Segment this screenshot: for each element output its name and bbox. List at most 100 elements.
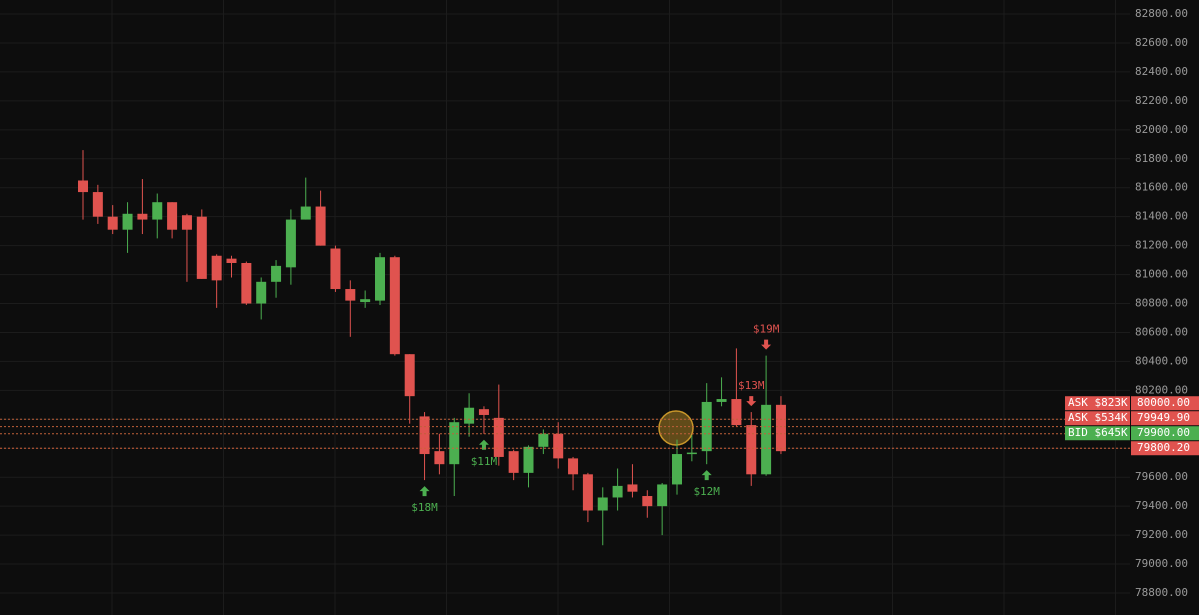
y-tick-label: 80600.00	[1135, 325, 1188, 338]
y-tick-label: 81400.00	[1135, 210, 1188, 223]
order-tag-text: ASK $534K	[1068, 411, 1128, 424]
candle-body	[597, 497, 608, 511]
y-tick-label: 82400.00	[1135, 65, 1188, 78]
buy-arrow	[701, 470, 712, 481]
candle-body	[582, 474, 593, 511]
buy-arrow	[419, 486, 430, 497]
candle-body	[464, 407, 475, 424]
sell-arrow	[761, 339, 772, 350]
candle-body	[389, 257, 400, 355]
candle-body	[568, 458, 579, 475]
y-tick-label: 78800.00	[1135, 586, 1188, 599]
price-tag	[1131, 396, 1199, 411]
candle-body	[92, 192, 103, 217]
candle-body	[241, 262, 252, 304]
candle-body	[181, 215, 192, 230]
candle-body	[508, 451, 519, 473]
order-side: ASK	[1068, 411, 1088, 424]
candle-body	[538, 433, 549, 447]
last-price-tag	[1131, 441, 1199, 456]
marker-label: $18M	[411, 501, 438, 514]
order-size: $645K	[1095, 426, 1128, 439]
last-price-text: 79800.20	[1137, 441, 1190, 454]
y-tick-label: 82600.00	[1135, 36, 1188, 49]
y-tick-label: 81200.00	[1135, 239, 1188, 252]
y-tick-label: 79200.00	[1135, 528, 1188, 541]
candle-body	[434, 451, 445, 465]
price-tag-text: 79900.00	[1137, 426, 1190, 439]
candle-body	[226, 258, 237, 263]
y-tick-label: 81800.00	[1135, 152, 1188, 165]
candle-body	[256, 281, 267, 304]
candle-body	[152, 202, 163, 220]
order-side: BID	[1068, 426, 1088, 439]
candle-body	[657, 484, 668, 507]
y-tick-label: 79400.00	[1135, 499, 1188, 512]
candle-body	[701, 401, 712, 452]
order-size: $823K	[1095, 396, 1128, 409]
candle-body	[672, 454, 682, 485]
sell-arrow	[746, 396, 757, 407]
price-tag	[1131, 426, 1199, 441]
marker-label: $11M	[471, 455, 498, 468]
candle-body	[731, 399, 742, 426]
candle-body	[211, 255, 222, 281]
candle-body	[107, 216, 118, 230]
candle-body	[404, 354, 415, 397]
candle-body	[419, 416, 430, 455]
price-tag-text: 79949.90	[1137, 411, 1190, 424]
candle-body	[360, 299, 371, 303]
y-tick-label: 80200.00	[1135, 383, 1188, 396]
y-tick-label: 82200.00	[1135, 94, 1188, 107]
candle-body	[523, 446, 534, 473]
highlight-circle	[658, 410, 694, 446]
price-tag	[1131, 411, 1199, 426]
candle-body	[167, 202, 178, 230]
y-tick-label: 81600.00	[1135, 181, 1188, 194]
price-tag-text: 80000.00	[1137, 396, 1190, 409]
y-tick-label: 80800.00	[1135, 297, 1188, 310]
candle-body	[196, 216, 207, 279]
y-tick-label: 79600.00	[1135, 470, 1188, 483]
marker-label: $19M	[753, 323, 780, 336]
marker-label: $13M	[738, 379, 765, 392]
candle-body	[746, 425, 757, 475]
candle-body	[716, 399, 727, 402]
candle-body	[122, 213, 133, 230]
candle-body	[761, 404, 772, 475]
candle-body	[285, 219, 296, 268]
candle-body	[612, 485, 623, 498]
order-size: $534K	[1095, 411, 1128, 424]
order-tag	[1065, 411, 1130, 426]
y-tick-label: 80400.00	[1135, 354, 1188, 367]
marker-label: $12M	[693, 485, 720, 498]
candle-body	[300, 206, 311, 220]
candle-body	[493, 417, 504, 457]
candle-body	[271, 265, 282, 282]
candle-body	[449, 422, 460, 465]
candle-body	[553, 433, 564, 459]
buy-arrow	[478, 439, 489, 450]
candle-body	[642, 496, 653, 507]
y-tick-label: 81000.00	[1135, 268, 1188, 281]
order-tag-text: BID $645K	[1068, 426, 1128, 439]
y-tick-label: 82800.00	[1135, 7, 1188, 20]
order-tag-text: ASK $823K	[1068, 396, 1128, 409]
y-tick-label: 79000.00	[1135, 557, 1188, 570]
candle-body	[627, 484, 638, 492]
candle-body	[315, 206, 326, 246]
order-side: ASK	[1068, 396, 1088, 409]
candle-body	[345, 289, 356, 301]
candle-body	[375, 257, 385, 301]
candle-body	[478, 409, 489, 415]
candle-body	[330, 248, 341, 290]
candle-body	[775, 404, 786, 452]
candle-body	[78, 180, 88, 193]
order-tag	[1065, 396, 1130, 411]
order-tag	[1065, 426, 1130, 441]
candle-body	[137, 213, 148, 220]
y-tick-label: 82000.00	[1135, 123, 1188, 136]
